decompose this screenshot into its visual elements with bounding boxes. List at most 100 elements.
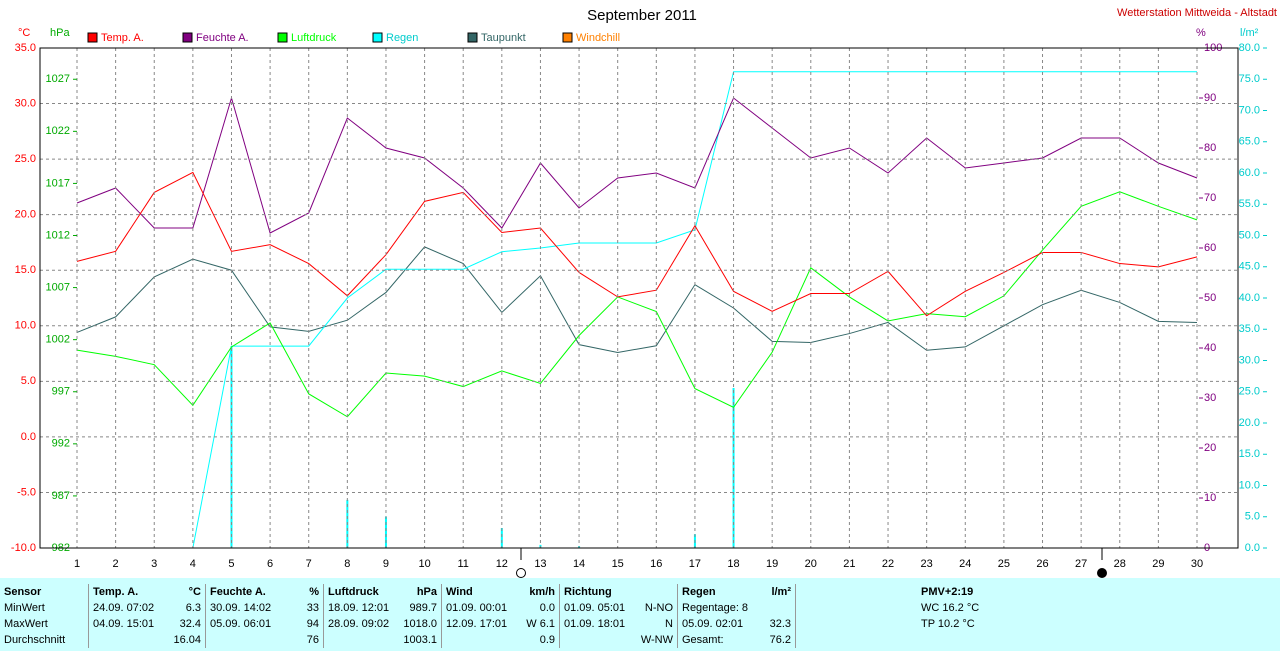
table-cell: N-NO: [644, 602, 673, 614]
chart: Temp. A. Feuchte A. Luftdruck Regen Taupunkt…: [11, 7, 1277, 578]
legend-swatch: [467, 32, 478, 43]
x-tick-label: 6: [267, 558, 273, 570]
y3-axis-label: %: [1196, 27, 1206, 39]
y3-tick-label: 40: [1204, 342, 1216, 354]
legend-swatch: [277, 32, 288, 43]
y4-tick-label: 70.0: [1239, 104, 1260, 116]
legend: Temp. A. Feuchte A. Luftdruck Regen Taupunkt…: [87, 32, 620, 44]
x-tick-label: 10: [418, 558, 430, 570]
y4-tick-label: 30.0: [1239, 354, 1260, 366]
table-cell: [88, 632, 160, 648]
table-cell: 30.09. 14:02: [205, 600, 277, 616]
station-name: Wetterstation Mittweida - Altstadt: [1117, 7, 1277, 19]
full-moon: [516, 568, 526, 578]
y2-tick-label: 987: [52, 490, 70, 502]
x-tick-label: 5: [228, 558, 234, 570]
y4-tick-label: 60.0: [1239, 167, 1260, 179]
x-tick-label: 17: [689, 558, 701, 570]
table-cell: MinWert: [4, 602, 45, 614]
table-cell: Temp. A.: [88, 584, 160, 600]
table-cell: Richtung: [559, 584, 631, 600]
table-cell: N: [665, 618, 673, 630]
table-cell: 32.4: [179, 618, 201, 630]
table-cell: km/h: [529, 586, 555, 598]
x-tick-label: 19: [766, 558, 778, 570]
series-line: [76, 171, 1198, 317]
x-tick-label: 16: [650, 558, 662, 570]
series-line: [76, 191, 1198, 418]
x-tick-label: 2: [113, 558, 119, 570]
grid: 1 2 3 4 5 6 7 8 9 10 11 12 13 14 15 16 17 18 19 20 21 22 23 24 2…: [11, 42, 1267, 570]
y4-tick-label: 75.0: [1239, 73, 1260, 85]
table-cell: Feuchte A.: [205, 584, 277, 600]
legend-swatch: [562, 32, 573, 43]
plot-frame: [39, 47, 1239, 549]
rain-bar: [230, 346, 233, 548]
table-cell: 94: [306, 618, 319, 630]
table-cell: 01.09. 00:01: [441, 600, 513, 616]
table-cell: 24.09. 07:02: [88, 600, 160, 616]
y3-tick-label: 10: [1204, 492, 1216, 504]
y4-tick-label: 5.0: [1245, 511, 1260, 523]
table-cell: 04.09. 15:01: [88, 616, 160, 632]
table-cell: 01.09. 05:01: [559, 600, 631, 616]
table-cell: hPa: [416, 586, 437, 598]
rain-bar: [500, 528, 503, 548]
y4-tick-label: 50.0: [1239, 229, 1260, 241]
table-cell: 16.04: [173, 634, 201, 646]
y4-tick-label: 25.0: [1239, 386, 1260, 398]
table-cell: W-NW: [640, 634, 673, 646]
y4-tick-label: 65.0: [1239, 136, 1260, 148]
legend-swatch: [87, 32, 98, 43]
x-tick-label: 29: [1152, 558, 1164, 570]
x-tick-label: 25: [998, 558, 1010, 570]
table-cell: [441, 632, 513, 648]
x-tick-label: 20: [805, 558, 817, 570]
y-tick-label: 0.0: [21, 431, 36, 443]
y-tick-label: 20.0: [15, 209, 36, 221]
x-tick-label: 1: [74, 558, 80, 570]
y4-tick-label: 20.0: [1239, 417, 1260, 429]
table-cell: 05.09. 02:01: [677, 616, 749, 632]
x-tick-label: 15: [612, 558, 624, 570]
table-cell: Sensor: [4, 586, 42, 598]
new-moon: [1097, 568, 1107, 578]
y-tick-label: -5.0: [17, 486, 36, 498]
y-tick-label: 35.0: [15, 42, 36, 54]
x-tick-label: 7: [306, 558, 312, 570]
y-tick-label: 15.0: [15, 264, 36, 276]
y2-tick-label: 1002: [46, 334, 70, 346]
table-cell: Regentage: 8: [677, 600, 749, 616]
y2-tick-label: 992: [52, 438, 70, 450]
series-line: [76, 246, 1198, 353]
table-cell: 6.3: [185, 602, 201, 614]
table-cell: 76: [306, 634, 319, 646]
table-row: Sensor Temp. A. °C Feuchte A.% Luftdruck hPa W…: [0, 584, 1280, 600]
x-tick-label: 12: [496, 558, 508, 570]
table-cell: [323, 632, 395, 648]
legend-swatch: [372, 32, 383, 43]
legend-label: Luftdruck: [291, 32, 337, 44]
table-cell: 989.7: [409, 602, 437, 614]
x-tick-label: 24: [959, 558, 971, 570]
table-cell: W 6.1: [526, 618, 555, 630]
x-tick-label: 26: [1036, 558, 1048, 570]
table-row: MaxWert 04.09. 15:01 32.4 05.09. 06:01 94 28.…: [0, 616, 1280, 632]
table-cell: 76.2: [769, 634, 791, 646]
summary-table: Sensor Temp. A. °C Feuchte A.% Luftdruck hPa W…: [0, 578, 1280, 651]
y2-tick-label: 1007: [46, 281, 70, 293]
rain-bar: [384, 516, 387, 548]
table-row: Durchschnitt 16.04 76 1003.1 0.9 W-NW Gesamt: 7…: [0, 632, 1280, 648]
table-cell: Regen: [677, 584, 749, 600]
table-cell: 05.09. 06:01: [205, 616, 277, 632]
x-tick-label: 21: [843, 558, 855, 570]
y4-tick-label: 35.0: [1239, 323, 1260, 335]
table-cell: [631, 584, 677, 600]
y2-tick-label: 1027: [46, 73, 70, 85]
table-cell: Luftdruck: [323, 584, 395, 600]
table-cell: 33: [306, 602, 319, 614]
table-cell: 01.09. 18:01: [559, 616, 631, 632]
y4-tick-label: 0.0: [1245, 542, 1260, 554]
y4-tick-label: 55.0: [1239, 198, 1260, 210]
